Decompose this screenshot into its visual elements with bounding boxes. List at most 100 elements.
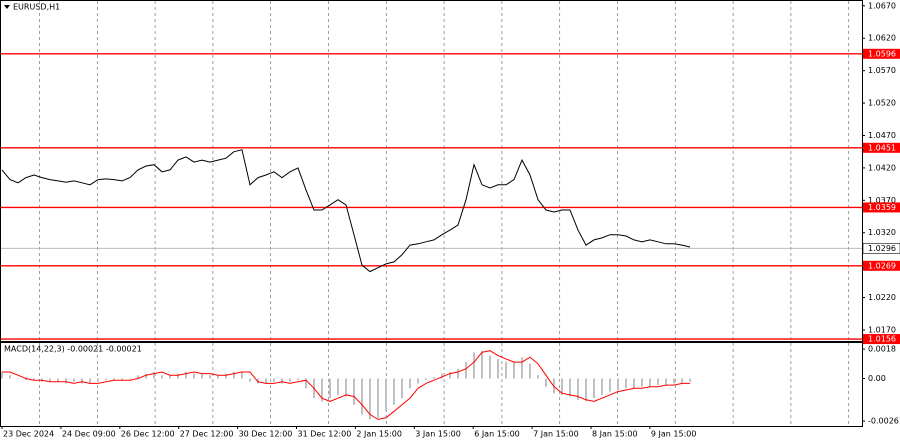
macd-bar — [393, 378, 395, 405]
macd-bar — [65, 378, 67, 384]
macd-bar — [225, 373, 227, 379]
menu-arrow[interactable] — [4, 5, 10, 9]
macd-bar — [329, 378, 331, 399]
level-box — [863, 334, 900, 345]
macd-bar — [665, 378, 667, 386]
macd-bar — [105, 378, 107, 381]
macd-bar — [561, 378, 563, 395]
x-tick-label: 31 Dec 12:00 — [298, 430, 352, 439]
level-box — [863, 142, 900, 153]
macd-bar — [201, 373, 203, 379]
macd-bar — [489, 355, 491, 379]
macd-bar — [433, 376, 435, 379]
macd-bar — [601, 378, 603, 395]
macd-bar — [377, 378, 379, 418]
macd-bar — [249, 378, 251, 382]
x-tick-label: 8 Jan 15:00 — [592, 430, 638, 439]
macd-bar — [73, 378, 75, 382]
macd-bar — [361, 378, 363, 415]
y-tick-label: 1.0220 — [868, 293, 896, 302]
macd-signal — [2, 350, 690, 420]
macd-bar — [409, 378, 411, 389]
macd-bar — [417, 378, 419, 384]
macd-bar — [193, 373, 195, 379]
macd-title: MACD(14,22,3) -0.00021 -0.00021 — [4, 345, 142, 354]
macd-bar — [137, 375, 139, 379]
macd-bar — [241, 371, 243, 379]
macd-bar — [273, 378, 275, 382]
macd-bar — [321, 378, 323, 402]
main-frame — [0, 0, 863, 342]
macd-bar — [265, 378, 267, 384]
macd-bar — [57, 378, 59, 382]
macd-bar — [537, 375, 539, 379]
macd-bar — [625, 378, 627, 389]
macd-bar — [353, 378, 355, 405]
macd-bar — [577, 378, 579, 400]
macd-bar — [49, 378, 51, 382]
macd-bar — [81, 378, 83, 384]
macd-bar — [609, 378, 611, 392]
macd-bar — [449, 371, 451, 379]
macd-bar — [209, 375, 211, 379]
x-tick-label: 26 Dec 12:00 — [121, 430, 175, 439]
macd-bar — [337, 378, 339, 395]
macd-bar — [401, 378, 403, 399]
macd-bar — [161, 375, 163, 379]
macd-bar — [1, 371, 3, 379]
macd-y-tick-label: 0.0018 — [868, 345, 896, 354]
macd-bar — [385, 378, 387, 412]
macd-bar — [617, 378, 619, 390]
y-tick-label: 1.0420 — [868, 163, 896, 172]
macd-bar — [481, 350, 483, 379]
macd-bar — [17, 378, 19, 380]
macd-bar — [257, 378, 259, 384]
y-tick-label: 1.0320 — [868, 228, 896, 237]
macd-bar — [689, 378, 691, 382]
macd-bar — [185, 371, 187, 379]
x-tick-label: 9 Jan 15:00 — [651, 430, 697, 439]
current-price-box — [862, 242, 900, 254]
macd-y-tick-label: 0.00 — [868, 374, 886, 383]
level-box — [863, 260, 900, 271]
macd-bar — [465, 362, 467, 379]
macd-bar — [649, 378, 651, 387]
macd-bar — [673, 378, 675, 384]
level-box — [863, 202, 900, 213]
macd-bar — [497, 358, 499, 379]
macd-bar — [33, 378, 35, 381]
current-price-label: 1.0296 — [868, 244, 896, 253]
macd-y-tick-label: -0.0026 — [868, 417, 899, 426]
macd-bar — [633, 378, 635, 389]
y-tick-label: 1.0170 — [868, 325, 896, 334]
macd-bar — [89, 378, 91, 384]
macd-bar — [121, 378, 123, 381]
macd-bar — [505, 362, 507, 379]
macd-bar — [369, 378, 371, 420]
macd-bar — [441, 373, 443, 379]
macd-bar — [473, 352, 475, 379]
macd-bar — [593, 378, 595, 399]
macd-bar — [289, 378, 291, 382]
x-tick-label: 27 Dec 12:00 — [180, 430, 234, 439]
level-label: 1.0359 — [868, 203, 896, 212]
macd-bar — [585, 378, 587, 402]
x-tick-label: 24 Dec 09:00 — [62, 430, 116, 439]
y-tick-label: 1.0370 — [868, 196, 896, 205]
macd-bar — [529, 363, 531, 379]
level-label: 1.0156 — [868, 335, 896, 344]
y-tick-label: 1.0520 — [868, 99, 896, 108]
macd-bar — [345, 378, 347, 397]
macd-bar — [569, 378, 571, 397]
y-tick-label: 1.0570 — [868, 66, 896, 75]
macd-bar — [681, 378, 683, 384]
macd-bar — [177, 373, 179, 379]
macd-bar — [153, 371, 155, 379]
level-label: 1.0596 — [868, 49, 896, 58]
macd-bar — [169, 375, 171, 379]
macd-frame — [0, 342, 863, 427]
macd-bar — [657, 378, 659, 386]
macd-bar — [145, 373, 147, 379]
macd-bar — [129, 378, 131, 380]
